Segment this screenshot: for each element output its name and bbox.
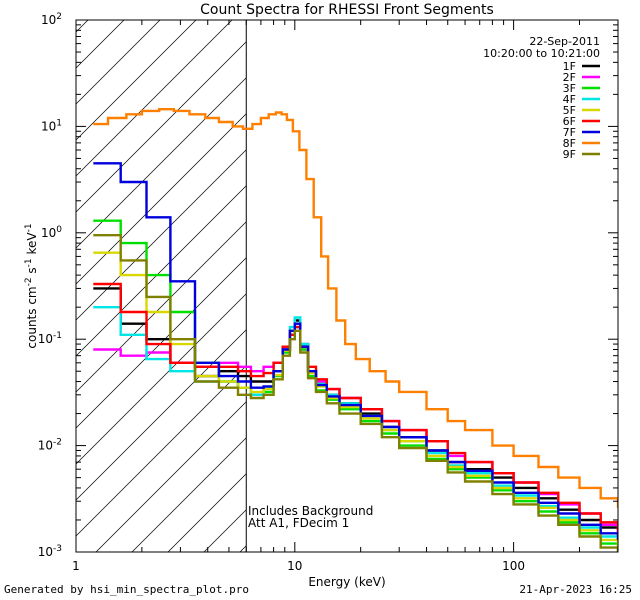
x-axis-label: Energy (keV) <box>308 575 385 589</box>
hatch-line <box>76 20 125 69</box>
hatch-line <box>348 0 640 552</box>
legend-label-5F: 5F <box>563 104 576 117</box>
y-tick-label: 100 <box>41 225 62 240</box>
series-lines <box>93 108 618 552</box>
plot-frame <box>75 19 619 553</box>
series-6F <box>93 282 618 531</box>
legend-label-2F: 2F <box>563 71 576 84</box>
hatch-line <box>131 437 247 552</box>
legend-header: 22-Sep-2011 <box>529 35 600 48</box>
x-tick-label: 100 <box>502 559 525 573</box>
footer-generated-by: Generated by hsi_min_spectra_plot.pro <box>4 583 250 596</box>
hatch-line <box>76 77 247 249</box>
y-tick-label: 10-1 <box>38 331 62 346</box>
background-hatch-region <box>76 0 640 552</box>
hatch-line <box>239 545 247 552</box>
y-axis-label: counts cm-2 s-1 keV-1 <box>24 223 39 348</box>
x-tick-label: 10 <box>287 559 302 573</box>
chart-title: Count Spectra for RHESSI Front Segments <box>200 2 494 18</box>
hatch-line <box>76 293 247 465</box>
axis-ticks <box>75 19 619 553</box>
legend-label-3F: 3F <box>563 82 576 95</box>
hatch-line <box>76 365 247 537</box>
x-tick-label: 1 <box>72 559 80 573</box>
hatch-line <box>76 20 197 141</box>
legend-label-8F: 8F <box>563 137 576 150</box>
hatch-line <box>76 20 161 105</box>
y-tick-label: 101 <box>41 118 62 133</box>
annotation-attenuator: Att A1, FDecim 1 <box>248 516 349 530</box>
y-tick-label: 102 <box>41 12 62 27</box>
series-9F <box>93 234 618 552</box>
legend-label-1F: 1F <box>563 60 576 73</box>
hatch-line <box>76 113 247 285</box>
legend-label-9F: 9F <box>563 148 576 161</box>
y-tick-labels: 10-3 10-2 10-1 100 101 102 <box>38 12 63 559</box>
annotation-background: Includes Background <box>248 504 373 518</box>
hatch-line <box>76 221 247 393</box>
legend-label-4F: 4F <box>563 93 576 106</box>
y-tick-label: 10-3 <box>38 544 62 559</box>
hatch-line <box>76 149 247 321</box>
legend-label-7F: 7F <box>563 126 576 139</box>
hatch-line <box>76 329 247 501</box>
hatch-line <box>76 185 247 357</box>
legend-header: 10:20:00 to 10:21:00 <box>483 47 600 60</box>
legend-label-6F: 6F <box>563 115 576 128</box>
y-tick-label: 10-2 <box>38 438 62 453</box>
hatch-line <box>76 41 247 213</box>
footer-date: 21-Apr-2023 16:25 <box>519 583 632 596</box>
x-tick-labels: 1 10 100 <box>72 559 525 573</box>
hatch-line <box>95 401 247 552</box>
series-8F <box>93 108 618 508</box>
hatch-line <box>76 20 233 177</box>
